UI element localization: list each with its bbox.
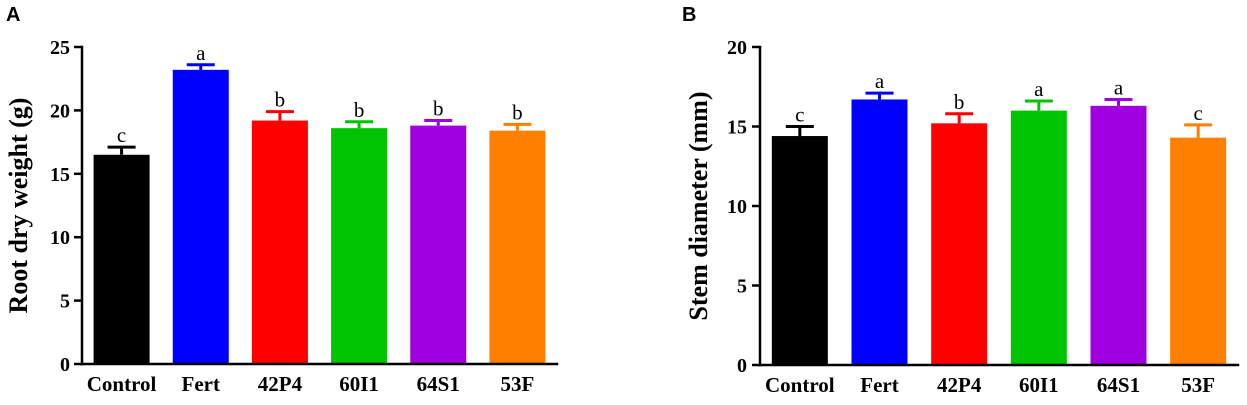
- significance-letter-fert: a: [196, 41, 206, 65]
- y-tick-label: 20: [727, 37, 747, 59]
- bar-control: [771, 136, 828, 365]
- error-bar-control: [107, 145, 136, 155]
- bar-60i1: [331, 128, 388, 364]
- x-tick-label-53f: 53F: [1181, 373, 1215, 397]
- y-tick-label: 15: [50, 164, 70, 186]
- bar-60i1: [1010, 110, 1067, 365]
- bar-64s1: [1090, 105, 1147, 365]
- significance-letter-60i1: b: [354, 98, 365, 122]
- y-axis-title: Stem diameter (mm): [684, 91, 713, 320]
- error-bar-control: [785, 125, 814, 137]
- x-axis-labels: Control Fert 42P4 60I1 64S1 53F: [87, 372, 535, 396]
- y-tick-label: 10: [50, 227, 70, 249]
- x-tick-label-64s1: 64S1: [1097, 373, 1140, 397]
- y-tick-label: 0: [60, 354, 70, 376]
- panel-label: A: [6, 4, 20, 26]
- y-tick-label: 25: [50, 37, 70, 59]
- panel-label: B: [682, 4, 696, 26]
- error-bar-53f: [1184, 123, 1213, 138]
- significance-letter-fert: a: [875, 69, 885, 93]
- error-bar-42p4: [265, 110, 294, 121]
- x-tick-label-control: Control: [765, 373, 835, 397]
- significance-letter-53f: b: [512, 100, 523, 124]
- y-tick-label: 5: [60, 291, 70, 313]
- significance-letter-64s1: a: [1114, 75, 1124, 99]
- error-bar-fert: [865, 91, 894, 100]
- y-tick-label: 0: [737, 355, 747, 377]
- bar-42p4: [251, 120, 308, 364]
- x-tick-label-53f: 53F: [501, 372, 535, 396]
- significance-letter-53f: c: [1194, 101, 1203, 125]
- bar-fert: [851, 99, 908, 365]
- bar-64s1: [410, 125, 467, 364]
- bar-42p4: [931, 123, 988, 365]
- significance-letter-control: c: [117, 123, 126, 147]
- error-bar-64s1: [1104, 97, 1133, 106]
- x-tick-label-fert: Fert: [182, 372, 220, 396]
- x-tick-label-control: Control: [87, 372, 157, 396]
- x-tick-label-fert: Fert: [860, 373, 898, 397]
- error-bar-60i1: [345, 120, 374, 129]
- bar-53f: [489, 130, 546, 364]
- x-tick-label-64s1: 64S1: [417, 372, 460, 396]
- y-tick-label: 5: [737, 276, 747, 298]
- x-tick-label-60i1: 60I1: [1019, 373, 1059, 397]
- x-tick-label-42p4: 42P4: [937, 373, 982, 397]
- x-axis-labels: Control Fert 42P4 60I1 64S1 53F: [765, 373, 1215, 397]
- y-axis: 0 5 10 15 20 25: [50, 37, 84, 376]
- bar-53f: [1170, 137, 1227, 365]
- panel-b-chart: B Stem diameter (mm) c a b a a c Control Fert 42P4…: [682, 4, 1240, 397]
- error-bar-42p4: [945, 112, 974, 124]
- panel-a-chart: A Root dry weight (g) c a b b b b Control Fert 42P…: [4, 4, 559, 396]
- y-tick-label: 20: [50, 100, 70, 122]
- significance-letter-control: c: [795, 103, 804, 127]
- significance-letter-42p4: b: [275, 88, 286, 112]
- y-axis: 0 5 10 15 20: [727, 37, 762, 377]
- y-tick-label: 10: [727, 196, 747, 218]
- bars: c a b b b b: [93, 41, 546, 364]
- error-bar-fert: [186, 63, 215, 70]
- significance-letter-64s1: b: [433, 97, 444, 121]
- x-tick-label-60i1: 60I1: [339, 372, 379, 396]
- y-tick-label: 15: [727, 117, 747, 139]
- significance-letter-42p4: b: [954, 90, 965, 114]
- bars: c a b a a c: [771, 69, 1227, 365]
- bar-control: [93, 154, 150, 364]
- error-bar-53f: [503, 122, 532, 131]
- significance-letter-60i1: a: [1034, 77, 1044, 101]
- error-bar-60i1: [1024, 99, 1053, 111]
- bar-fert: [172, 69, 229, 364]
- x-tick-label-42p4: 42P4: [258, 372, 303, 396]
- y-axis-title: Root dry weight (g): [4, 98, 33, 314]
- error-bar-64s1: [424, 119, 453, 126]
